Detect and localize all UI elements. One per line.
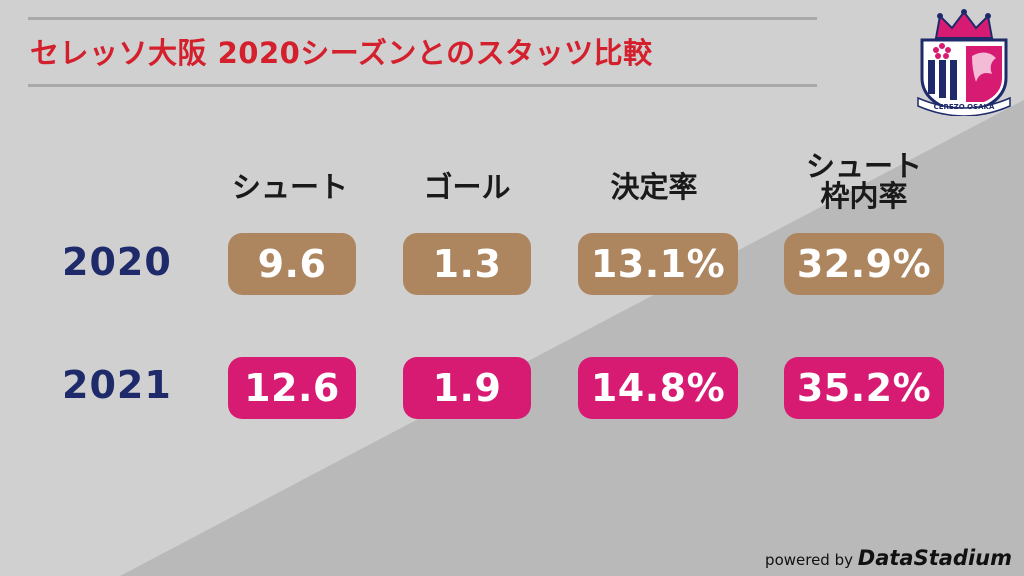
column-header-goals: ゴール <box>377 172 557 202</box>
credit-prefix: powered by <box>765 551 853 569</box>
row-label-2020: 2020 <box>62 240 172 284</box>
value-2021-shots-on-target-rate: 35.2% <box>784 357 944 419</box>
value-2021-shots: 12.6 <box>228 357 356 419</box>
column-header-shots-label: シュート <box>231 170 348 204</box>
page-title: セレッソ大阪 2020シーズンとのスタッツ比較 <box>30 36 653 70</box>
column-header-shots: シュート <box>200 172 380 202</box>
value-2020-shots: 9.6 <box>228 233 356 295</box>
column-header-shots-on-target-rate: シュート 枠内率 <box>774 151 954 211</box>
credit: powered by DataStadium <box>765 546 1012 570</box>
crest-text: CEREZO OSAKA <box>934 103 995 111</box>
value-2021-goals: 1.9 <box>403 357 531 419</box>
title-rule-bottom <box>28 84 817 87</box>
column-header-conversion-rate-label: 決定率 <box>610 170 698 204</box>
row-label-2021: 2021 <box>62 363 172 407</box>
value-2020-goals: 1.3 <box>403 233 531 295</box>
column-header-shots-on-target-rate-sub: 枠内率 <box>820 179 908 213</box>
credit-brand: DataStadium <box>857 546 1012 570</box>
column-header-conversion-rate: 決定率 <box>564 172 744 202</box>
column-header-goals-label: ゴール <box>423 170 511 204</box>
title-rule-top <box>28 17 817 20</box>
value-2021-conversion-rate: 14.8% <box>578 357 738 419</box>
column-header-shots-on-target-rate-label: シュート <box>805 149 922 183</box>
value-2020-shots-on-target-rate: 32.9% <box>784 233 944 295</box>
value-2020-conversion-rate: 13.1% <box>578 233 738 295</box>
cerezo-osaka-crest-icon: CEREZO OSAKA <box>917 9 1011 116</box>
